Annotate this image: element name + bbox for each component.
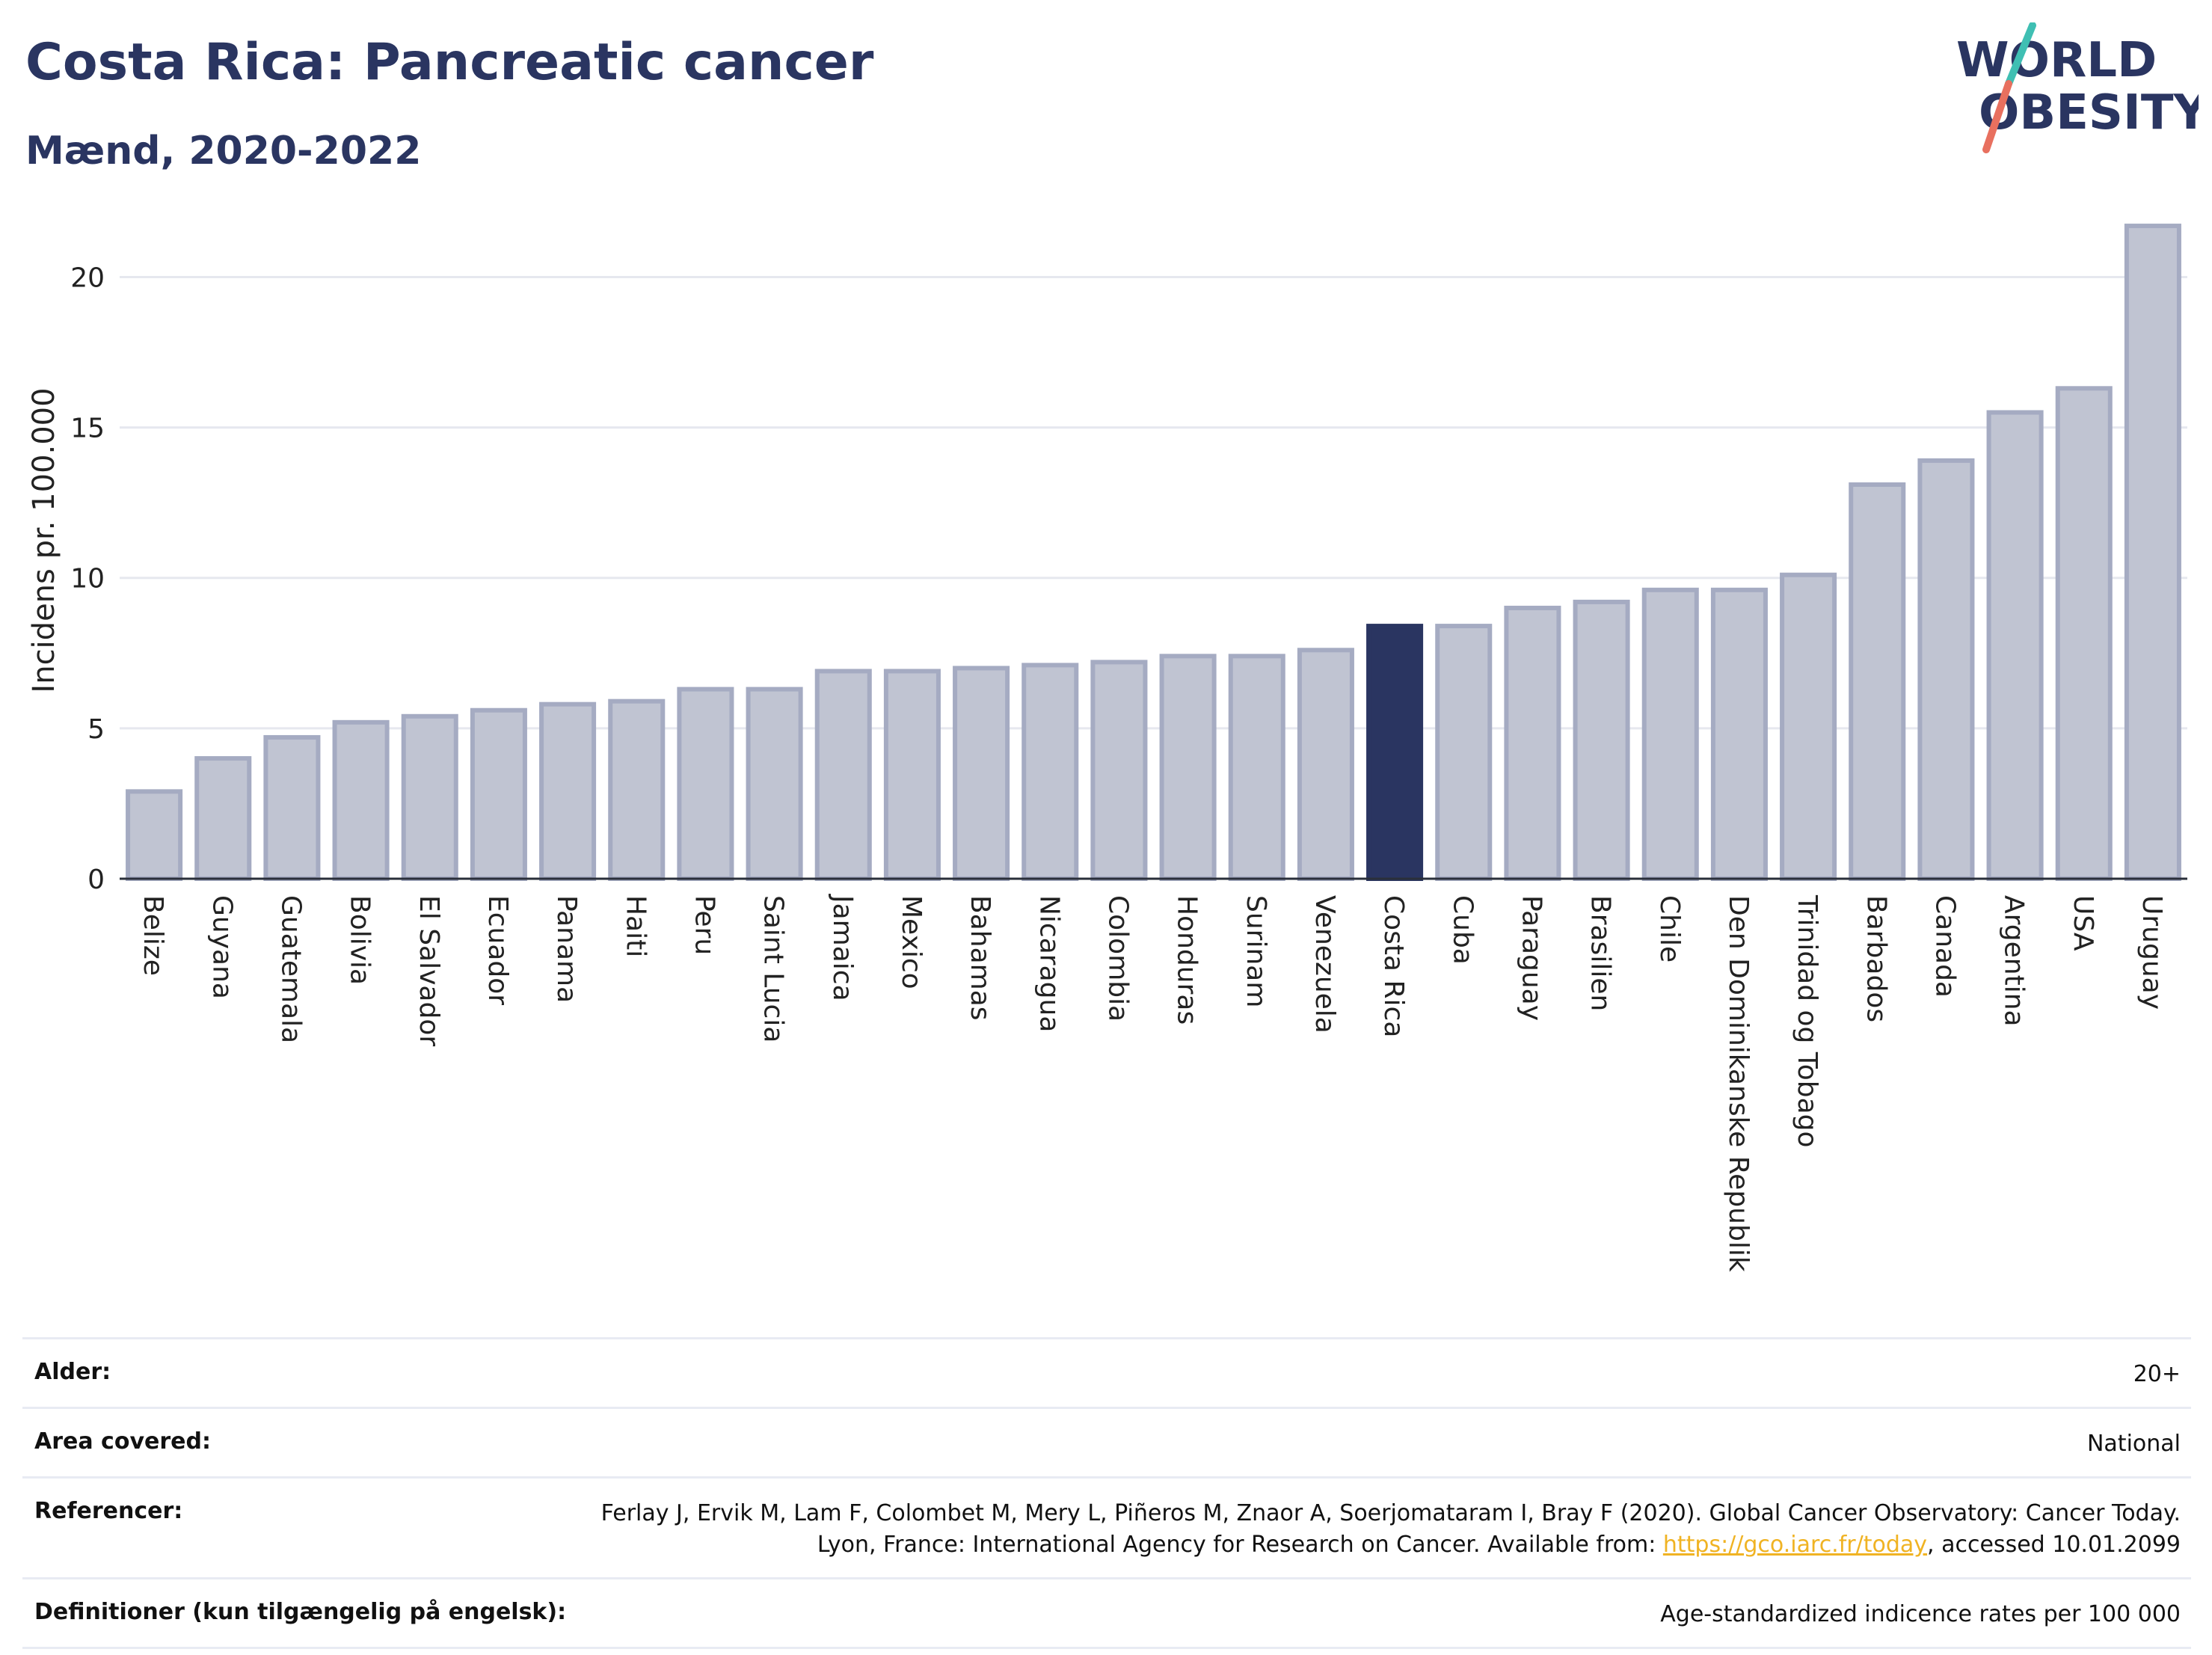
bar <box>1573 599 1630 882</box>
meta-area-label: Area covered: <box>34 1428 211 1455</box>
bar <box>470 707 527 882</box>
bar <box>1710 587 1768 881</box>
bar <box>746 687 803 881</box>
bar <box>1021 663 1079 881</box>
reference-link[interactable]: https://gco.iarc.fr/today <box>1662 1532 1928 1558</box>
bar <box>953 666 1010 882</box>
bar <box>2124 224 2181 881</box>
x-tick-label: El Salvador <box>414 895 444 1046</box>
bar <box>1090 660 1148 881</box>
meta-ref-accessed: , accessed 10.01.2099 <box>1927 1532 2181 1558</box>
x-tick-label: Guyana <box>206 895 237 999</box>
x-tick-label: Saint Lucia <box>758 895 789 1043</box>
bar <box>883 669 941 881</box>
meta-row-definitions: Definitioner (kun tilgængelig på engelsk… <box>22 1577 2191 1649</box>
bar-chart: 0 5 10 15 20 Incidens pr. 100.000 Belize Guyana… <box>27 224 2187 1272</box>
x-tick-label: USA <box>2068 895 2098 951</box>
x-tick-label: Barbados <box>1861 895 1891 1022</box>
y-tick-label: 0 <box>87 865 105 895</box>
meta-def-label: Definitioner (kun tilgængelig på engelsk… <box>34 1599 567 1625</box>
meta-row-age: Alder: 20+ <box>22 1337 2191 1407</box>
x-tick-label: Jamaica <box>827 894 858 1001</box>
x-tick-label: Nicaragua <box>1033 895 1064 1032</box>
metadata-table: Alder: 20+ Area covered: National Refere… <box>22 1337 2191 1649</box>
page-title: Costa Rica: Pancreatic cancer <box>25 33 874 92</box>
bar <box>1297 648 1354 881</box>
bar <box>1986 410 2044 881</box>
bar <box>814 669 872 881</box>
x-tick-label: Trinidad og Tobago <box>1792 894 1822 1148</box>
x-tick-label: Colombia <box>1102 895 1133 1022</box>
bar <box>1159 654 1217 881</box>
x-tick-label: Bahamas <box>965 895 995 1021</box>
logo-text-obesity: OBESITY <box>1979 85 2199 141</box>
meta-row-area: Area covered: National <box>22 1407 2191 1476</box>
bar <box>194 756 252 881</box>
bar <box>677 687 734 881</box>
meta-age-value: 20+ <box>2133 1361 2181 1387</box>
bar <box>332 719 390 881</box>
logo-slash-top <box>2005 22 2036 87</box>
meta-def-value: Age-standardized indicence rates per 100… <box>1660 1601 2181 1627</box>
bar <box>1917 458 1975 881</box>
x-tick-label: Belize <box>138 895 168 976</box>
x-tick-label: Guatemala <box>275 895 306 1043</box>
x-tick-label: Paraguay <box>1516 895 1546 1021</box>
x-tick-label: Peru <box>689 895 719 955</box>
y-tick-label: 15 <box>70 414 105 444</box>
world-obesity-logo: WORLD OBESITY <box>1956 22 2199 153</box>
bar <box>539 701 597 881</box>
x-tick-label: Bolivia <box>345 895 375 985</box>
y-tick-label: 10 <box>70 564 105 595</box>
bar <box>1849 482 1906 881</box>
bar <box>1504 605 1561 881</box>
bar <box>1366 624 1424 881</box>
meta-ref-text: Ferlay J, Ervik M, Lam F, Colombet M, Me… <box>600 1500 2181 1558</box>
x-tick-label: Argentina <box>1999 895 2030 1027</box>
x-tick-label: Venezuela <box>1309 895 1340 1034</box>
x-tick-label: Mexico <box>896 895 927 989</box>
x-tick-label: Panama <box>551 895 582 1003</box>
x-tick-label: Uruguay <box>2136 895 2167 1010</box>
bar <box>401 713 458 881</box>
x-tick-label: Honduras <box>1172 895 1202 1025</box>
y-axis-title: Incidens pr. 100.000 <box>27 387 61 693</box>
logo-text-world: WORLD <box>1956 33 2157 88</box>
bar <box>2055 386 2113 881</box>
bar <box>1780 572 1837 881</box>
meta-row-references: Referencer: Ferlay J, Ervik M, Lam F, Co… <box>22 1476 2191 1577</box>
y-tick-label: 20 <box>70 262 105 293</box>
meta-ref-label: Referencer: <box>34 1498 183 1524</box>
x-tick-label: Chile <box>1654 895 1685 962</box>
bar <box>1435 624 1493 881</box>
x-tick-label: Cuba <box>1447 895 1478 965</box>
x-tick-label: Haiti <box>620 895 651 957</box>
x-tick-label: Costa Rica <box>1378 895 1409 1037</box>
x-tick-label: Ecuador <box>482 895 513 1005</box>
bar <box>126 789 183 882</box>
page-subtitle: Mænd, 2020-2022 <box>25 129 422 174</box>
bar <box>608 698 666 882</box>
x-tick-label: Surinam <box>1241 895 1271 1007</box>
meta-age-label: Alder: <box>34 1359 111 1385</box>
x-tick-label: Den Dominikanske Republik <box>1723 895 1754 1272</box>
y-tick-label: 5 <box>87 714 105 745</box>
bar <box>1228 654 1285 881</box>
meta-ref-value: Ferlay J, Ervik M, Lam F, Colombet M, Me… <box>573 1498 2181 1561</box>
logo-slash-bottom <box>1982 80 2012 153</box>
bar <box>263 734 321 881</box>
meta-area-value: National <box>2086 1431 2181 1457</box>
x-tick-label: Canada <box>1929 895 1960 998</box>
bar <box>1641 587 1699 881</box>
x-tick-label: Brasilien <box>1585 895 1616 1011</box>
